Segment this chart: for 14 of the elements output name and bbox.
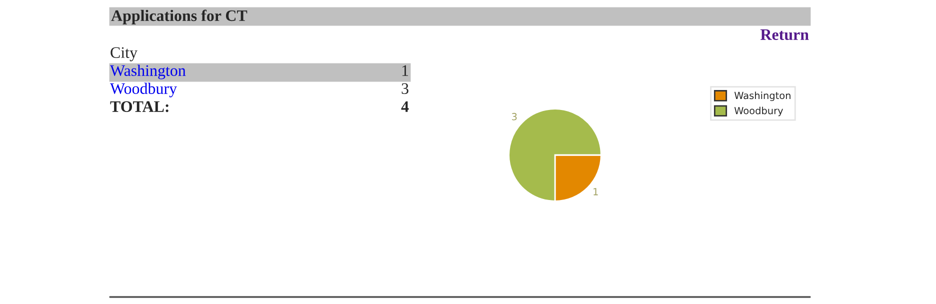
text: Applications for CT xyxy=(111,10,248,24)
data-label: 3 xyxy=(512,112,517,120)
pie-slice xyxy=(508,108,602,202)
text: 3 xyxy=(402,83,408,94)
text: 1 xyxy=(402,65,408,76)
text: 4 xyxy=(401,101,409,112)
text: City xyxy=(110,47,138,62)
legend-label: Washington xyxy=(734,92,790,102)
text: TOTAL: xyxy=(110,101,168,112)
category-label: Woodbury xyxy=(110,82,177,98)
legend-label: Woodbury xyxy=(734,106,784,116)
category-label: Washington xyxy=(110,64,186,80)
data-label: 1 xyxy=(594,188,598,196)
text: Return xyxy=(760,29,809,40)
